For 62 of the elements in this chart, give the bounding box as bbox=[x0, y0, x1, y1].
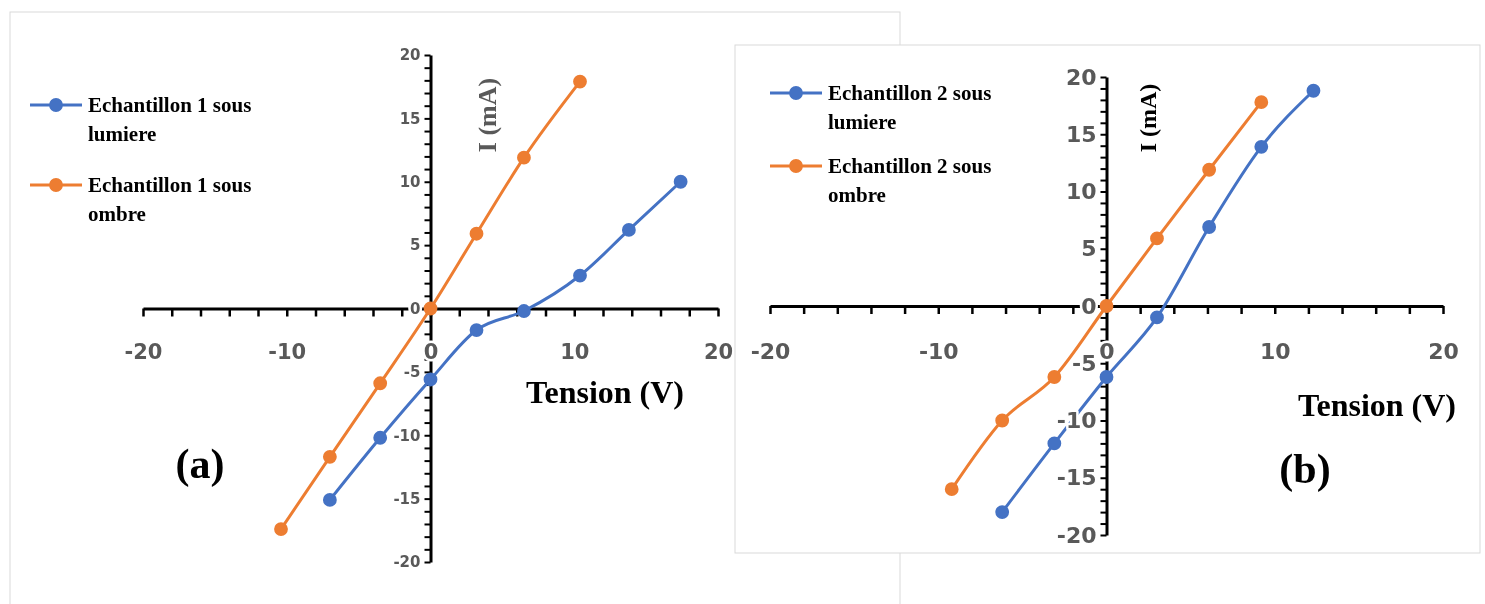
x-tick-label: -10 bbox=[268, 340, 307, 365]
x-tick-label: 20 bbox=[1428, 338, 1459, 364]
legend-label: Echantillon 2 sous ombre bbox=[828, 154, 992, 208]
point bbox=[995, 413, 1010, 428]
point bbox=[573, 74, 587, 89]
point bbox=[673, 174, 688, 189]
point bbox=[274, 522, 288, 536]
point bbox=[322, 449, 337, 464]
point bbox=[1047, 370, 1062, 384]
point bbox=[1047, 436, 1062, 451]
y-tick-label: -15 bbox=[1056, 465, 1097, 491]
point bbox=[1150, 231, 1164, 246]
legend-label: Echantillon 1 sous lumiere bbox=[88, 93, 252, 147]
x-tick-label: 10 bbox=[560, 340, 590, 365]
point bbox=[373, 430, 388, 445]
y-tick-label: -10 bbox=[393, 426, 421, 445]
x-axis-title: Tension (V) bbox=[1298, 387, 1456, 423]
y-tick-label: 5 bbox=[1081, 236, 1097, 262]
point bbox=[517, 150, 531, 165]
point bbox=[1150, 310, 1164, 325]
y-tick-label: -5 bbox=[403, 363, 421, 382]
y-tick-label: 15 bbox=[1065, 121, 1097, 147]
x-tick-label: 10 bbox=[1259, 338, 1291, 364]
point bbox=[469, 226, 484, 241]
point bbox=[1306, 83, 1321, 98]
y-tick-label: 15 bbox=[399, 109, 421, 128]
x-tick-label: 20 bbox=[703, 340, 734, 365]
point bbox=[322, 493, 337, 507]
point bbox=[423, 301, 438, 316]
legend-label: Echantillon 1 sous ombre bbox=[88, 173, 252, 227]
y-axis-title: I (mA) bbox=[472, 77, 502, 153]
point bbox=[423, 372, 438, 387]
legend-label: Echantillon 2 sous lumiere bbox=[828, 81, 992, 135]
y-tick-label: -5 bbox=[1072, 350, 1097, 376]
y-tick-label: -20 bbox=[393, 553, 421, 572]
y-tick-label: 20 bbox=[1065, 64, 1097, 90]
y-tick-label: 10 bbox=[1065, 179, 1097, 205]
point bbox=[573, 268, 587, 283]
point bbox=[469, 323, 484, 337]
point bbox=[373, 376, 388, 391]
y-tick-label: -20 bbox=[1056, 522, 1097, 548]
point bbox=[1254, 95, 1269, 110]
point bbox=[621, 223, 636, 237]
point bbox=[1202, 162, 1217, 177]
y-tick-label: 10 bbox=[399, 173, 421, 192]
point bbox=[995, 505, 1010, 519]
x-tick-label: -10 bbox=[918, 338, 959, 364]
y-tick-label: 0 bbox=[410, 299, 421, 318]
point bbox=[1254, 139, 1269, 154]
y-tick-label: -15 bbox=[393, 489, 421, 508]
point bbox=[1099, 370, 1114, 384]
y-tick-label: 5 bbox=[410, 236, 421, 255]
point bbox=[1202, 220, 1217, 234]
y-tick-label: 20 bbox=[399, 46, 421, 65]
y-axis-title: I (mA) bbox=[1134, 83, 1161, 153]
point bbox=[517, 304, 531, 318]
point bbox=[944, 482, 959, 497]
annotation: (a) bbox=[175, 441, 225, 488]
annotation: (b) bbox=[1279, 446, 1331, 493]
x-tick-label: -20 bbox=[750, 338, 791, 364]
x-tick-label: -20 bbox=[124, 340, 163, 365]
x-axis-title: Tension (V) bbox=[526, 374, 684, 410]
